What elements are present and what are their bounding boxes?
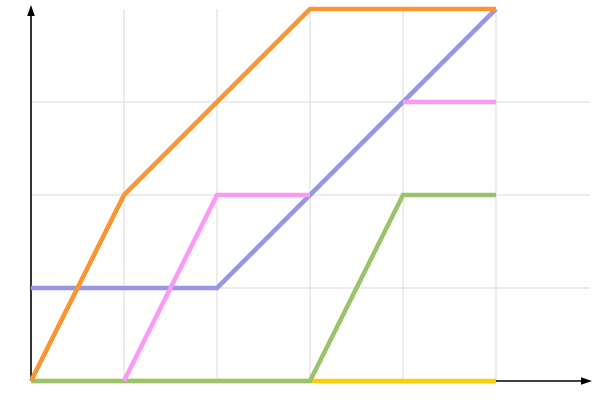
series-green-line bbox=[31, 192, 496, 384]
series-orange-line bbox=[28, 6, 496, 383]
y-axis-arrow bbox=[27, 5, 35, 16]
series-pink-line bbox=[121, 192, 310, 383]
x-axis-arrow bbox=[581, 377, 592, 385]
